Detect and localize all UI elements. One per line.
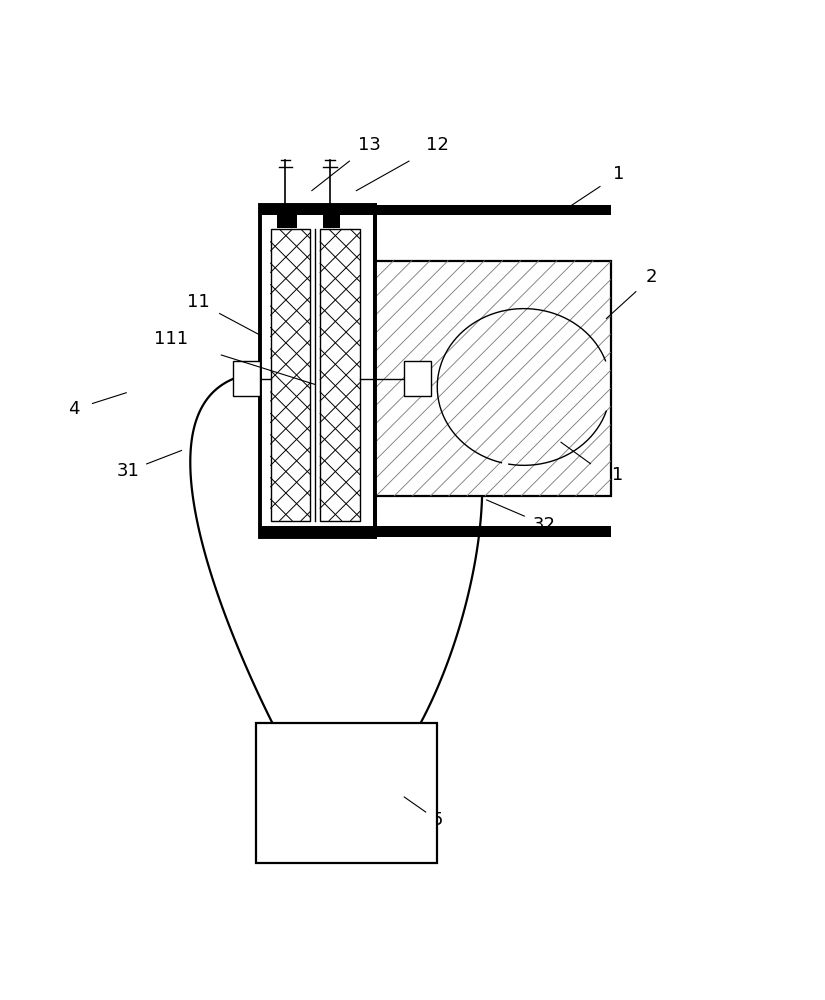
Bar — [404, 361, 431, 396]
Text: 5: 5 — [431, 811, 443, 829]
Bar — [277, 211, 297, 228]
Text: 111: 111 — [153, 330, 188, 348]
Text: 32: 32 — [533, 516, 556, 534]
Bar — [260, 205, 610, 215]
Bar — [260, 526, 610, 537]
Text: 2: 2 — [646, 268, 658, 286]
Bar — [271, 229, 310, 521]
Text: 13: 13 — [358, 136, 381, 154]
Bar — [320, 229, 360, 521]
Bar — [375, 261, 610, 496]
Text: 12: 12 — [426, 136, 449, 154]
Bar — [256, 723, 437, 863]
Bar — [260, 205, 375, 537]
Bar — [323, 211, 340, 228]
Text: 1: 1 — [613, 165, 625, 183]
Text: 31: 31 — [116, 462, 139, 480]
Text: 211: 211 — [589, 466, 624, 484]
Text: 4: 4 — [68, 400, 80, 418]
Text: 11: 11 — [186, 293, 210, 311]
Bar — [233, 361, 260, 396]
